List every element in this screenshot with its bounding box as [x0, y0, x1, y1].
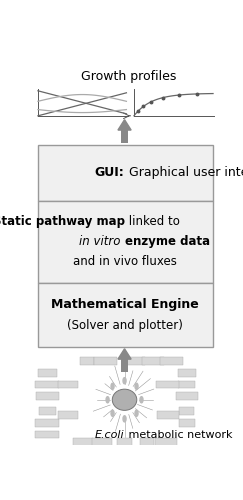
Bar [73, 438, 93, 446]
Bar [160, 358, 183, 365]
Text: linked to: linked to [124, 216, 179, 228]
Text: (Solver and plotter): (Solver and plotter) [67, 320, 182, 332]
Text: GUI:: GUI: [95, 166, 124, 179]
Bar [58, 380, 78, 388]
Bar [38, 284, 213, 347]
Circle shape [123, 416, 126, 422]
Circle shape [111, 383, 114, 390]
Bar [38, 200, 213, 283]
Bar [92, 438, 112, 446]
Bar [121, 130, 128, 143]
Text: enzyme data: enzyme data [124, 236, 210, 248]
Circle shape [140, 396, 143, 403]
Bar [141, 358, 164, 365]
Bar [36, 392, 59, 400]
Bar [157, 412, 179, 419]
Bar [35, 380, 59, 388]
Bar [140, 438, 155, 446]
Text: GUI: Graphical user interface: GUI: Graphical user interface [34, 166, 216, 179]
Circle shape [135, 383, 138, 390]
Polygon shape [118, 349, 131, 359]
Bar [38, 144, 213, 201]
Circle shape [123, 378, 126, 384]
Bar [179, 419, 195, 426]
Bar [117, 438, 132, 446]
Bar [80, 358, 94, 365]
Text: Mathematical Engine: Mathematical Engine [51, 298, 199, 311]
Bar [38, 369, 57, 376]
Text: metabolic network: metabolic network [124, 430, 232, 440]
Bar [39, 408, 56, 415]
Bar [35, 419, 59, 426]
Polygon shape [118, 120, 131, 130]
Bar [179, 408, 194, 415]
Text: Growth profiles: Growth profiles [81, 70, 176, 82]
Text: Static pathway map: Static pathway map [0, 216, 124, 228]
Bar [178, 369, 196, 376]
Circle shape [106, 396, 109, 403]
Text: in vitro: in vitro [79, 236, 124, 248]
Text: Graphical user interface: Graphical user interface [124, 166, 243, 179]
Bar [58, 412, 78, 419]
Bar [94, 358, 117, 365]
Bar [176, 392, 198, 400]
Circle shape [111, 410, 114, 416]
Bar [123, 358, 145, 365]
Text: and in vivo fluxes: and in vivo fluxes [73, 256, 176, 268]
Bar [121, 359, 128, 372]
Circle shape [135, 410, 138, 416]
Bar [35, 430, 59, 438]
Bar [155, 438, 177, 446]
Text: E.coli: E.coli [95, 430, 124, 440]
Ellipse shape [112, 389, 137, 410]
Bar [156, 380, 180, 388]
Bar [178, 380, 195, 388]
